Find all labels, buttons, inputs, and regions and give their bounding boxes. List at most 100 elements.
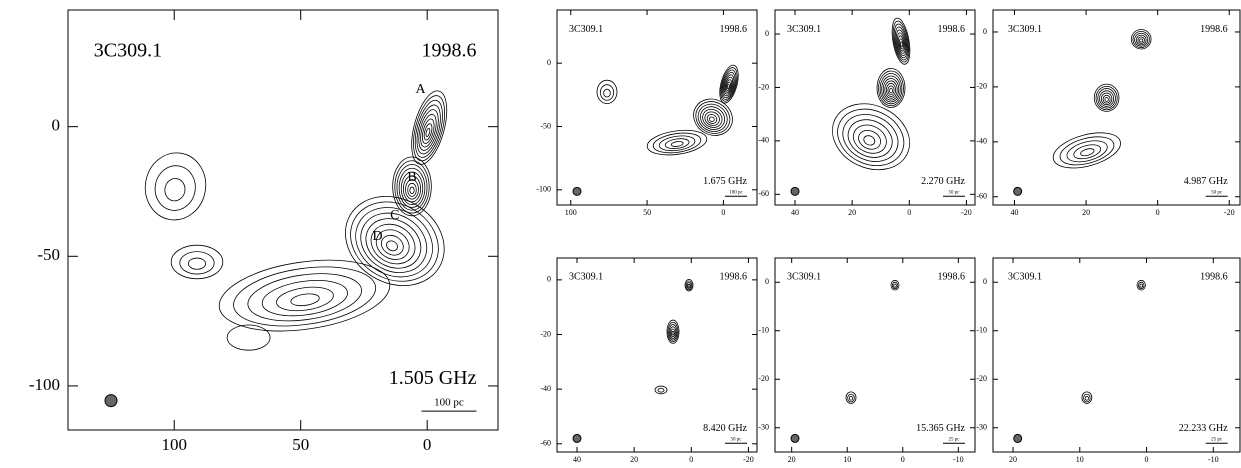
- x-tick-label: 20: [1009, 455, 1017, 464]
- y-tick-label: 0: [983, 277, 987, 286]
- contour: [900, 42, 903, 47]
- contour: [423, 123, 434, 141]
- contour: [180, 252, 214, 274]
- y-tick-label: -100: [29, 375, 60, 394]
- x-tick-label: 50: [643, 208, 651, 217]
- y-tick-label: -60: [758, 189, 769, 198]
- beam: [791, 187, 799, 195]
- y-tick-label: -10: [758, 326, 769, 335]
- epoch-label: 1998.6: [1200, 24, 1228, 35]
- y-tick-label: 0: [52, 116, 61, 135]
- y-tick-label: -20: [758, 82, 769, 91]
- contour: [1105, 98, 1109, 102]
- y-tick-label: -40: [540, 384, 551, 393]
- frequency-label: 4.987 GHz: [1184, 176, 1228, 187]
- contour: [1057, 132, 1117, 170]
- y-tick-label: -40: [758, 136, 769, 145]
- component-label: A: [416, 82, 427, 97]
- contour: [1080, 147, 1095, 157]
- x-tick-label: 0: [721, 208, 725, 217]
- contour: [842, 113, 899, 165]
- frequency-label: 15.365 GHz: [916, 423, 965, 434]
- scale-bar-label: 50 pc: [731, 437, 743, 442]
- y-tick-label: -100: [536, 185, 551, 194]
- x-tick-label: 20: [848, 208, 856, 217]
- contour: [1140, 284, 1143, 287]
- y-tick-label: -60: [540, 439, 551, 448]
- x-tick-label: 20: [630, 455, 638, 464]
- contour: [862, 134, 876, 147]
- contour: [152, 163, 199, 214]
- x-tick-label: -10: [953, 455, 964, 464]
- frequency-label: 8.420 GHz: [703, 423, 747, 434]
- scale-bar-label: 25 pc: [1211, 437, 1223, 442]
- contour: [188, 258, 205, 269]
- x-tick-label: 0: [689, 455, 693, 464]
- contour: [1138, 282, 1144, 288]
- x-tick-label: 0: [1145, 455, 1149, 464]
- y-tick-label: -20: [976, 82, 987, 91]
- contour: [693, 99, 732, 137]
- epoch-label: 1998.6: [422, 40, 477, 62]
- contour: [215, 250, 395, 340]
- y-tick-label: -60: [976, 192, 987, 201]
- contour: [227, 325, 270, 350]
- contour: [894, 284, 897, 287]
- contour: [889, 88, 892, 92]
- source-label: 3C309.1: [1008, 24, 1042, 35]
- epoch-label: 1998.6: [938, 272, 966, 283]
- x-tick-label: 10: [1076, 455, 1084, 464]
- y-tick-label: -30: [976, 423, 987, 432]
- contour: [655, 386, 667, 394]
- contour: [888, 86, 894, 95]
- x-tick-label: 40: [573, 455, 581, 464]
- x-tick-label: 100: [161, 435, 187, 454]
- y-tick-label: 0: [983, 27, 987, 36]
- beam: [105, 395, 117, 407]
- contour: [883, 78, 899, 100]
- contour: [688, 284, 690, 287]
- scale-bar-label: 100 pc: [434, 397, 464, 409]
- frequency-label: 1.675 GHz: [703, 176, 747, 187]
- contour: [408, 183, 417, 196]
- beam: [573, 434, 581, 442]
- epoch-label: 1998.6: [720, 272, 748, 283]
- x-tick-label: -20: [1224, 208, 1235, 217]
- x-tick-label: 50: [292, 435, 309, 454]
- x-tick-label: 10: [843, 455, 851, 464]
- frequency-label: 2.270 GHz: [921, 176, 965, 187]
- source-label: 3C309.1: [787, 24, 821, 35]
- scale-bar-label: 50 pc: [949, 190, 961, 195]
- x-tick-label: 0: [423, 435, 432, 454]
- frequency-label: 22.233 GHz: [1179, 423, 1228, 434]
- panel: 20100-100-10-20-303C309.11998.615.365 GH…: [758, 258, 975, 464]
- contour: [1103, 95, 1110, 103]
- y-tick-label: -50: [540, 121, 551, 130]
- source-label: 3C309.1: [569, 24, 603, 35]
- y-tick-label: -20: [758, 374, 769, 383]
- contour: [604, 89, 611, 97]
- epoch-label: 1998.6: [720, 24, 748, 35]
- x-tick-label: 40: [1010, 208, 1018, 217]
- contour: [672, 331, 674, 335]
- y-tick-label: -20: [976, 374, 987, 383]
- y-tick-label: -20: [540, 329, 551, 338]
- contour: [163, 177, 187, 203]
- y-tick-label: 0: [765, 277, 769, 286]
- contour: [410, 187, 414, 194]
- component-label: D: [373, 229, 383, 244]
- contour: [822, 92, 921, 182]
- source-label: 3C309.1: [787, 272, 821, 283]
- x-tick-label: 20: [1082, 208, 1090, 217]
- epoch-label: 1998.6: [1200, 272, 1228, 283]
- contour: [646, 127, 709, 159]
- y-tick-label: 0: [547, 58, 551, 67]
- frequency-label: 1.505 GHz: [389, 367, 477, 389]
- contour: [425, 128, 430, 137]
- y-tick-label: -30: [758, 423, 769, 432]
- beam: [1014, 187, 1022, 195]
- contour: [1085, 396, 1088, 400]
- y-tick-label: -50: [37, 245, 60, 264]
